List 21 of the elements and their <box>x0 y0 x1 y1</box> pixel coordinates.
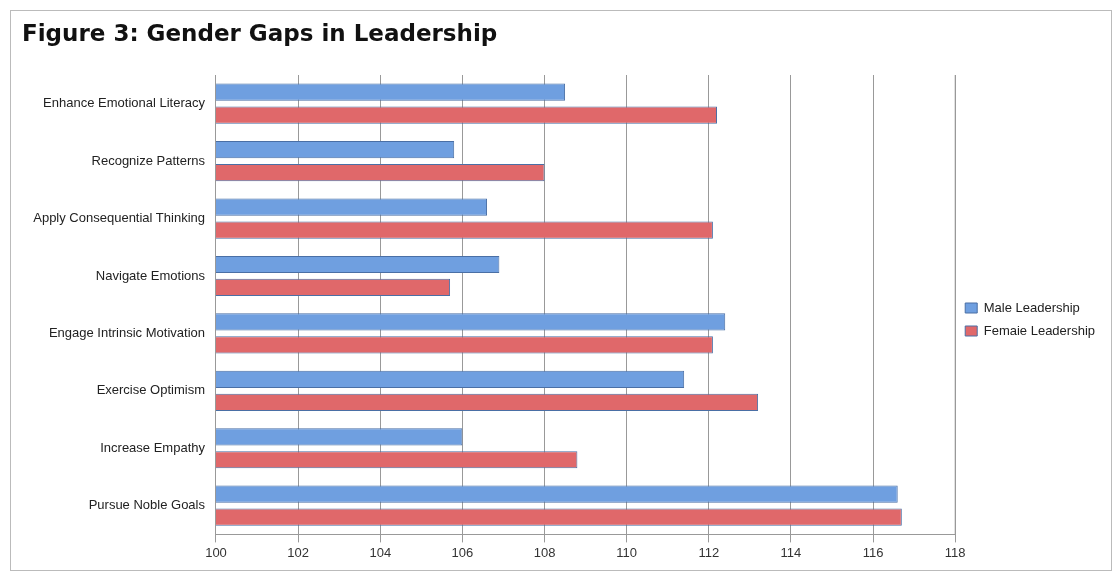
chart-title: Figure 3: Gender Gaps in Leadership <box>22 20 498 46</box>
x-tick-label: 104 <box>369 544 392 560</box>
x-tick-label: 106 <box>451 544 474 560</box>
y-tick-label: Engage Intrinsic Motivation <box>48 324 205 340</box>
x-tick-label: 116 <box>862 544 884 560</box>
y-tick-label: Enhance Emotional Literacy <box>43 95 206 111</box>
x-tick-label: 114 <box>780 544 802 560</box>
x-tick-label: 108 <box>533 544 556 560</box>
x-tick-label: 118 <box>944 544 966 560</box>
x-tick-label: 100 <box>205 544 227 560</box>
y-tick-label: Apply Consequential Thinking <box>33 210 205 226</box>
x-tick-label: 112 <box>698 544 720 560</box>
y-tick-label: Navigate Emotions <box>95 267 206 283</box>
legend-label: Femaie Leadership <box>983 322 1096 338</box>
legend-label: Male Leadership <box>983 299 1080 315</box>
x-tick-label: 102 <box>287 544 309 560</box>
y-tick-label: Pursue Noble Goals <box>88 497 206 513</box>
x-tick-label: 110 <box>616 544 638 560</box>
y-tick-label: Recognize Patterns <box>91 152 206 168</box>
y-tick-label: Increase Empathy <box>100 439 206 455</box>
y-tick-label: Exercise Optimism <box>96 382 205 398</box>
